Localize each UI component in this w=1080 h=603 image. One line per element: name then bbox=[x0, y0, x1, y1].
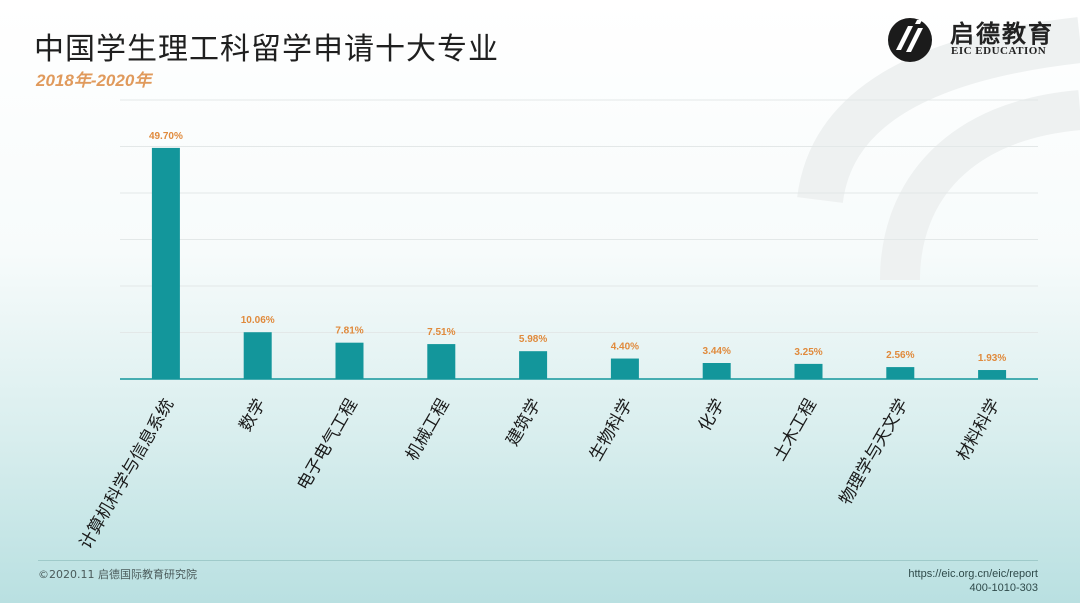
footer-copyright: ©2020.11 启德国际教育研究院 bbox=[38, 568, 197, 581]
bar bbox=[519, 351, 548, 379]
data-label: 7.81% bbox=[335, 326, 363, 337]
bar bbox=[978, 370, 1007, 379]
logo-name-en: EIC EDUCATION bbox=[951, 45, 1047, 57]
data-label: 2.56% bbox=[886, 350, 914, 361]
logo-name-cn: 启德教育 bbox=[950, 20, 1054, 48]
bar bbox=[886, 367, 915, 379]
footer-contact: https://eic.org.cn/eic/report 400-1010-3… bbox=[908, 567, 1038, 595]
chart-subtitle: 2018年-2020年 bbox=[36, 71, 152, 90]
footer-url: https://eic.org.cn/eic/report bbox=[908, 568, 1038, 580]
category-label: 建筑学 bbox=[503, 396, 546, 450]
data-label: 4.40% bbox=[611, 342, 639, 353]
chart-title: 中国学生理工科留学申请十大专业 bbox=[34, 32, 499, 67]
data-label: 1.93% bbox=[978, 353, 1006, 364]
bar bbox=[427, 344, 456, 379]
data-label: 7.51% bbox=[427, 327, 455, 338]
category-label: 材料科学 bbox=[953, 396, 1004, 465]
footer-divider bbox=[38, 560, 1038, 561]
data-label: 3.44% bbox=[703, 346, 731, 357]
bar bbox=[151, 147, 180, 379]
bar bbox=[702, 363, 731, 379]
data-label: 5.98% bbox=[519, 334, 547, 345]
bar bbox=[243, 332, 272, 379]
category-label: 计算机科学与信息系统 bbox=[76, 396, 178, 553]
data-label: 3.25% bbox=[794, 347, 822, 358]
category-label: 机械工程 bbox=[402, 396, 453, 465]
category-label: 生物科学 bbox=[586, 396, 637, 465]
data-label: 10.06% bbox=[241, 315, 275, 326]
category-label: 物理学与天文学 bbox=[836, 396, 913, 509]
bar bbox=[335, 342, 364, 379]
data-label: 49.70% bbox=[149, 131, 183, 142]
category-label: 化学 bbox=[695, 396, 729, 435]
bar bbox=[794, 363, 823, 379]
category-label: 电子电气工程 bbox=[294, 396, 362, 494]
category-label: 数学 bbox=[236, 396, 270, 435]
category-label: 土木工程 bbox=[770, 396, 821, 465]
eic-logo-icon bbox=[888, 18, 932, 62]
bar bbox=[610, 358, 639, 379]
footer-phone: 400-1010-303 bbox=[969, 582, 1038, 594]
